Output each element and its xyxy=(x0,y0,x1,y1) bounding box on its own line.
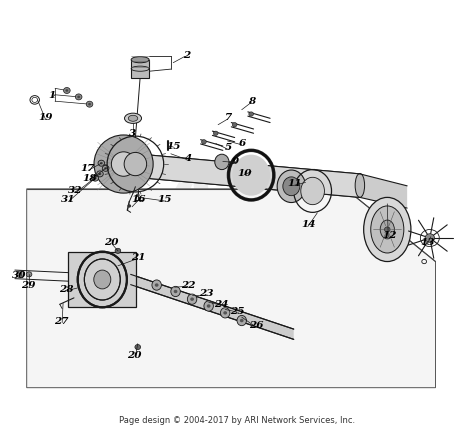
Circle shape xyxy=(75,94,82,100)
Circle shape xyxy=(173,290,177,293)
Ellipse shape xyxy=(187,294,197,304)
Polygon shape xyxy=(360,174,407,208)
Ellipse shape xyxy=(125,113,142,124)
Circle shape xyxy=(190,297,194,301)
Ellipse shape xyxy=(220,308,230,318)
Circle shape xyxy=(98,160,105,166)
Text: 27: 27 xyxy=(54,317,68,326)
Text: 31: 31 xyxy=(61,196,75,205)
Text: 30: 30 xyxy=(12,271,27,280)
Ellipse shape xyxy=(94,135,153,193)
Ellipse shape xyxy=(171,286,180,296)
Text: 21: 21 xyxy=(131,253,146,262)
Ellipse shape xyxy=(131,57,149,63)
Circle shape xyxy=(77,96,80,98)
Text: Page design © 2004-2017 by ARI Network Services, Inc.: Page design © 2004-2017 by ARI Network S… xyxy=(119,416,355,425)
Ellipse shape xyxy=(215,154,229,169)
Text: 28: 28 xyxy=(59,285,73,294)
Text: 16: 16 xyxy=(131,195,146,204)
Polygon shape xyxy=(68,252,137,307)
Text: 3: 3 xyxy=(128,129,136,138)
Text: 7: 7 xyxy=(225,113,232,122)
Text: ARI: ARI xyxy=(157,166,317,246)
Ellipse shape xyxy=(117,152,126,176)
Text: 9: 9 xyxy=(232,157,239,166)
Text: 2: 2 xyxy=(183,51,190,60)
Polygon shape xyxy=(121,152,360,197)
Circle shape xyxy=(207,304,210,308)
Text: 10: 10 xyxy=(237,169,252,178)
Ellipse shape xyxy=(371,206,404,253)
Text: 17: 17 xyxy=(80,164,94,173)
Text: 24: 24 xyxy=(214,300,228,309)
Circle shape xyxy=(92,175,99,181)
Circle shape xyxy=(99,172,101,175)
Circle shape xyxy=(201,140,206,144)
Ellipse shape xyxy=(283,177,300,196)
Circle shape xyxy=(213,131,218,136)
Ellipse shape xyxy=(111,152,136,176)
Circle shape xyxy=(128,204,131,208)
Text: 1: 1 xyxy=(48,91,55,100)
Text: 18: 18 xyxy=(82,174,97,183)
Ellipse shape xyxy=(355,173,365,197)
Circle shape xyxy=(136,193,140,197)
Ellipse shape xyxy=(364,197,411,262)
Circle shape xyxy=(135,344,141,350)
Circle shape xyxy=(102,165,109,171)
Text: 15: 15 xyxy=(166,142,181,151)
Circle shape xyxy=(100,162,103,164)
Circle shape xyxy=(64,88,70,94)
Circle shape xyxy=(155,283,158,287)
Text: 20: 20 xyxy=(127,351,142,360)
Ellipse shape xyxy=(237,315,246,326)
Polygon shape xyxy=(27,189,436,388)
Circle shape xyxy=(65,89,68,92)
Text: 29: 29 xyxy=(21,281,36,290)
Text: 20: 20 xyxy=(103,238,118,247)
Text: 12: 12 xyxy=(382,230,396,239)
Text: 26: 26 xyxy=(249,321,264,330)
Text: 22: 22 xyxy=(181,281,195,290)
Circle shape xyxy=(223,311,227,314)
Text: 6: 6 xyxy=(239,139,246,148)
Text: 19: 19 xyxy=(38,113,52,122)
Circle shape xyxy=(115,248,121,254)
Text: 13: 13 xyxy=(421,238,435,247)
Circle shape xyxy=(97,171,103,177)
Circle shape xyxy=(249,112,254,116)
Circle shape xyxy=(86,101,93,107)
Text: 32: 32 xyxy=(68,187,82,196)
Ellipse shape xyxy=(152,280,161,290)
Ellipse shape xyxy=(380,220,394,239)
Polygon shape xyxy=(131,275,294,339)
Ellipse shape xyxy=(124,152,146,175)
Text: 14: 14 xyxy=(301,220,316,229)
Text: 4: 4 xyxy=(185,154,192,163)
Ellipse shape xyxy=(232,154,270,196)
Circle shape xyxy=(17,271,24,278)
Circle shape xyxy=(240,319,244,322)
Text: 23: 23 xyxy=(200,289,214,298)
Ellipse shape xyxy=(277,170,306,202)
Circle shape xyxy=(104,167,107,169)
Bar xyxy=(131,60,149,78)
Text: 8: 8 xyxy=(248,97,256,106)
Text: 25: 25 xyxy=(230,307,245,316)
Ellipse shape xyxy=(301,177,324,205)
Circle shape xyxy=(88,103,91,106)
Ellipse shape xyxy=(94,270,111,289)
Circle shape xyxy=(26,272,32,277)
Circle shape xyxy=(425,234,435,242)
Circle shape xyxy=(232,123,237,127)
Circle shape xyxy=(94,177,97,179)
Ellipse shape xyxy=(204,301,213,311)
Text: 11: 11 xyxy=(287,179,302,188)
Circle shape xyxy=(384,227,390,232)
Ellipse shape xyxy=(128,115,138,121)
Text: 5: 5 xyxy=(225,143,232,152)
Text: 15: 15 xyxy=(157,195,172,204)
